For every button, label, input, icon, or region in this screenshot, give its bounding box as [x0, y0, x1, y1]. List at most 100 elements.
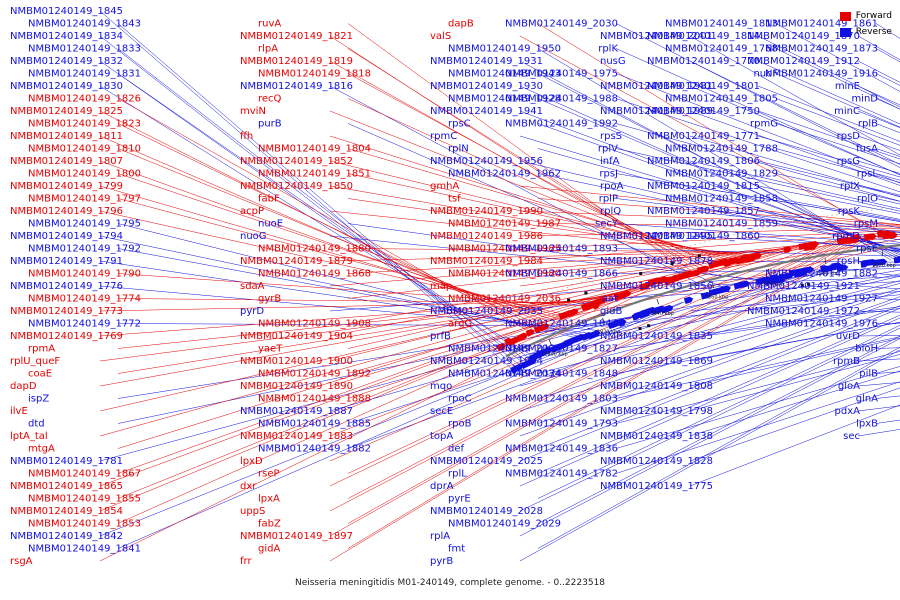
gene-label: NMBM01240149_1830: [10, 81, 123, 92]
gene-label: uvrD: [836, 331, 860, 342]
gene-label: NMBM01240149_1793: [505, 419, 618, 430]
gene-label: NMBM01240149_1823: [28, 119, 141, 130]
gene-label: NMBM01240149_1950: [448, 44, 561, 55]
legend-swatch-reverse: [839, 27, 851, 37]
gene-label: NMBM01240149_1962: [448, 169, 561, 180]
gene-label: NMBM01240149_1928: [448, 94, 561, 105]
leader-line: [775, 48, 900, 110]
gene-label: NMBM01240149_1987: [448, 219, 561, 230]
gene-label: tsf: [448, 194, 461, 205]
leader-line: [519, 338, 900, 537]
gene-label: NMBM01240149_1813: [665, 19, 778, 30]
gene-label: NMBM01240149_1834: [10, 31, 123, 42]
reverse-gene-arrow: [510, 363, 524, 374]
leader-line: [329, 238, 840, 462]
leader-line: [329, 274, 793, 312]
leader-line: [689, 60, 900, 165]
gene-label: rpmD: [832, 231, 860, 242]
leader-line: [689, 85, 900, 175]
gene-label: NMBM01240149_1818: [258, 69, 371, 80]
gene-label: NMBM01240149_1781: [10, 456, 123, 467]
leader-line: [757, 35, 900, 108]
gene-label: NMBM01240149_1843: [28, 19, 141, 30]
feature-marker: [567, 298, 571, 302]
gene-label: NMBM01240149_1878: [600, 256, 713, 267]
gene-label: rplL: [448, 469, 467, 480]
gene-label: yaeT: [258, 344, 283, 355]
legend-label-reverse: Reverse: [855, 27, 892, 37]
gene-label: NMBM01240149_1835: [600, 331, 713, 342]
leader-line: [99, 277, 666, 512]
leader-line: [347, 248, 765, 253]
leader-line: [519, 276, 900, 362]
leader-line: [99, 302, 683, 537]
gene-label: NMBM01240149_1845: [10, 6, 123, 17]
leader-line: [117, 296, 611, 349]
gene-label: NMBM01240149_2001: [600, 31, 713, 42]
tick-line: [881, 250, 884, 257]
leader-line: [689, 260, 900, 263]
leader-line: [615, 198, 900, 233]
gene-label: dapD: [10, 381, 37, 392]
leader-line: [615, 98, 900, 193]
leader-line: [347, 48, 696, 270]
reverse-gene-arrow: [700, 291, 712, 300]
tick-label: 2020 kbp: [872, 263, 896, 269]
leader-line: [117, 279, 662, 499]
leader-line: [757, 110, 900, 160]
leader-line: [329, 160, 735, 260]
gene-label: NMBM01240149_1810: [28, 144, 141, 155]
gene-label: topA: [430, 431, 453, 442]
reverse-gene-arrow: [536, 346, 553, 358]
leader-line: [99, 235, 584, 338]
guide-ring: [488, 206, 900, 323]
gene-label: NMBM01240149_1811: [10, 131, 123, 142]
gene-label: NMBM01240149_1768: [665, 44, 778, 55]
gene-label: NMBM01240149_1803: [505, 394, 618, 405]
tick-label: 1900 kbp: [544, 351, 568, 357]
gene-label: NMBM01240149_1795: [28, 219, 141, 230]
leader-line: [519, 290, 900, 412]
leader-line: [99, 294, 615, 362]
leader-line: [689, 210, 900, 235]
leader-line: [329, 185, 744, 258]
leader-line: [519, 317, 900, 487]
gene-label: rplA: [430, 531, 450, 542]
gene-label: lpxB: [856, 419, 878, 430]
tick-line: [767, 268, 770, 275]
gene-label: nuoF: [753, 69, 778, 80]
gene-label: aat: [602, 294, 618, 305]
leader-line: [99, 288, 632, 412]
leader-line: [99, 309, 658, 462]
leader-line: [519, 110, 900, 254]
gene-label: rpsK: [838, 206, 861, 217]
gene-label: NMBM01240149_1782: [505, 469, 618, 480]
gene-label: NMBM01240149_1867: [28, 469, 141, 480]
leader-line: [537, 98, 900, 256]
tick-line: [824, 257, 827, 265]
gene-label: dtd: [28, 419, 45, 430]
forward-gene-arrow: [516, 332, 528, 342]
forward-gene-arrow: [568, 308, 579, 317]
gene-label: NMBM01240149_1750: [647, 106, 760, 117]
gene-label: NMBM01240149_1870: [747, 31, 860, 42]
gene-label: NMBM01240149_1882: [258, 444, 371, 455]
leader-line: [519, 308, 900, 462]
leader-line: [615, 294, 900, 324]
gene-label: argG: [448, 319, 472, 330]
gene-label: NMBM01240149_1860: [647, 231, 760, 242]
gene-label: NMBM01240149_1854: [10, 506, 123, 517]
leader-line: [117, 123, 537, 328]
leader-line: [347, 235, 862, 524]
gene-label: NMBM01240149_1805: [665, 94, 778, 105]
gene-label: NMBM01240149_1819: [240, 56, 353, 67]
forward-gene-arrow: [748, 252, 762, 261]
leader-line: [689, 185, 900, 222]
gene-label: NMBM01240149_1930: [430, 81, 543, 92]
gene-label: uppS: [240, 506, 265, 517]
gene-label: NMBM01240149_2025: [430, 456, 543, 467]
tick-line: [656, 298, 660, 305]
leader-line: [689, 404, 900, 487]
forward-gene-arrow: [810, 240, 820, 248]
gene-label: NMBM01240149_1844: [505, 319, 618, 330]
